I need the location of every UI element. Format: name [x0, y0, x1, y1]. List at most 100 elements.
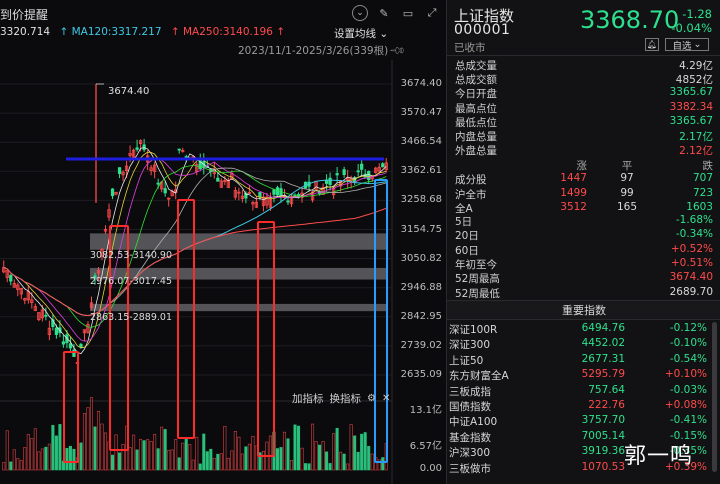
candle-body — [61, 341, 66, 345]
candle-body — [377, 166, 381, 172]
performance-value: -1.68% — [675, 214, 713, 226]
flat-count: 165 — [616, 201, 638, 213]
volume-bar — [202, 433, 206, 471]
volume-bar — [381, 457, 385, 471]
candle-body — [374, 167, 378, 173]
kline-chart-panel[interactable]: 到价提醒 ⌄ ✎ ▭ ⤢ 3320.714 ↑ MA120:3317.217 ↑… — [0, 0, 446, 484]
close-icon[interactable]: ✕ — [381, 393, 391, 404]
candle-body — [223, 180, 227, 182]
index-row[interactable]: 深证100R 6494.76 -0.12% — [449, 322, 707, 338]
brush-icon[interactable]: ✎ — [379, 6, 389, 20]
stat-row: 总成交量 4.29亿 — [455, 58, 713, 72]
candle-body — [233, 190, 237, 198]
volume-bar — [9, 461, 13, 471]
candle-body — [384, 162, 388, 171]
scrollbar[interactable] — [712, 322, 717, 472]
candle-body — [181, 149, 185, 152]
candle-body — [121, 171, 125, 176]
stat-row: 总成交额 4852亿 — [455, 72, 713, 86]
up-count: 1499 — [560, 186, 587, 199]
index-row[interactable]: 国债指数 222.76 +0.08% — [449, 399, 707, 415]
candle-body — [23, 298, 27, 301]
volume-bar — [163, 429, 167, 471]
candle-body — [275, 187, 280, 196]
flat-count: 97 — [620, 172, 634, 184]
volume-bar — [335, 427, 339, 471]
index-row[interactable]: 东方财富全A 5295.79 +0.10% — [449, 368, 707, 384]
volume-bar — [261, 450, 265, 471]
index-row-name: 国债指数 — [449, 401, 491, 413]
volume-bar — [174, 439, 178, 471]
down-count: 1603 — [686, 201, 713, 213]
performance-row: 5日 -1.68% — [455, 214, 713, 228]
highlight-box-red — [257, 221, 275, 457]
index-row-price: 757.64 — [588, 383, 625, 396]
volume-bar — [170, 449, 174, 471]
volume-bar — [233, 431, 237, 471]
stat-label: 内盘总量 — [455, 131, 497, 143]
volume-bar — [86, 407, 90, 471]
expand-icon[interactable]: ⤢ — [427, 6, 437, 19]
price-axis-tick: 2842.95 — [400, 310, 442, 322]
volume-bar — [377, 459, 381, 471]
add-indicator-button[interactable]: 加指标 — [292, 393, 324, 405]
ma-settings-button[interactable]: 设置均线 ⌄ — [334, 28, 389, 40]
price-axis-tick: 3362.61 — [400, 165, 442, 177]
market-status: 已收市 — [454, 42, 486, 54]
index-row-name: 上证50 — [449, 354, 484, 367]
index-row-change: +0.39% — [664, 460, 707, 473]
volume-bar — [103, 432, 108, 471]
candle-body — [12, 283, 16, 288]
chevron-down-icon[interactable]: ⌄ — [352, 5, 368, 21]
volume-bar — [254, 445, 258, 471]
volume-bar — [237, 436, 241, 471]
minimize-icon[interactable]: ▭ — [402, 6, 414, 20]
volume-bar — [135, 449, 139, 471]
bell-icon[interactable]: 🔔︎ — [645, 38, 659, 51]
index-row-change: -0.03% — [669, 383, 707, 396]
volume-bar — [37, 451, 41, 471]
volume-bar — [111, 454, 115, 471]
index-row[interactable]: 三板成指 757.64 -0.03% — [449, 384, 707, 400]
stat-value: 2.17亿 — [679, 131, 713, 143]
volume-bar — [89, 397, 94, 471]
volume-bar — [346, 463, 350, 471]
candle-body — [2, 266, 6, 273]
candlestick-chart[interactable]: 3674.40 3082.53-3140.90 2976.07-3017.45 286… — [0, 0, 446, 484]
volume-bar — [26, 434, 30, 471]
volume-bar — [219, 453, 223, 471]
switch-indicator-button[interactable]: 换指标 — [329, 393, 362, 405]
watchlist-button[interactable]: 自选 ⌄ — [665, 38, 709, 52]
volume-bar — [142, 440, 146, 471]
change-points: -1.28 — [682, 7, 712, 21]
price-alert-title[interactable]: 到价提醒 — [0, 8, 49, 22]
volume-bar — [118, 452, 122, 471]
candle-body — [82, 329, 87, 334]
gear-icon[interactable]: ⚙ — [367, 393, 376, 404]
index-row[interactable]: 中证A100 3757.70 -0.41% — [449, 414, 707, 430]
index-row[interactable]: 上证50 2677.31 -0.54% — [449, 353, 707, 369]
volume-bar — [40, 448, 44, 471]
price-axis-tick: 3570.47 — [400, 107, 442, 119]
index-row[interactable]: 深证300 4452.02 -0.10% — [449, 337, 707, 353]
highlight-box-red — [177, 199, 195, 439]
breadth-col-header: 跌 — [702, 160, 714, 172]
highlight-box-red — [109, 225, 129, 451]
candle-body — [268, 198, 273, 208]
support-band — [90, 267, 386, 280]
index-row[interactable]: 沪深300 3919.36 -0.35% — [449, 445, 707, 461]
volume-axis-tick: 6.57亿 — [409, 441, 442, 452]
volume-bar — [96, 410, 101, 471]
volume-bar — [325, 451, 329, 471]
breadth-label: 沪全市 — [455, 188, 487, 201]
volume-bar — [54, 435, 58, 471]
index-row-change: -0.41% — [669, 414, 707, 427]
ma20-line — [3, 158, 387, 342]
index-row[interactable]: 三板做市 1070.53 +0.39% — [449, 461, 707, 477]
index-row-change: -0.12% — [669, 322, 707, 334]
index-row-change: -0.15% — [669, 429, 707, 442]
volume-bar — [307, 463, 311, 471]
major-indices-header: 重要指数 — [447, 300, 720, 320]
volume-bar — [289, 460, 294, 471]
index-row[interactable]: 基金指数 7005.14 -0.15% — [449, 430, 707, 446]
